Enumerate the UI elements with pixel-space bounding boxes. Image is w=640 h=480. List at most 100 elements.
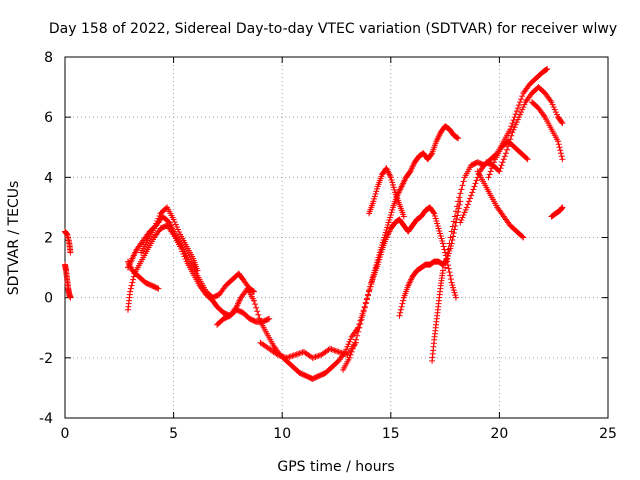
data-point — [379, 242, 386, 249]
data-point — [444, 253, 451, 260]
data-point — [151, 225, 158, 232]
data-point — [449, 223, 456, 230]
data-point — [311, 354, 318, 361]
data-point — [457, 190, 464, 197]
data-point — [558, 119, 565, 126]
y-tick-label: 6 — [44, 110, 53, 126]
data-point — [520, 104, 527, 111]
data-point — [296, 350, 303, 357]
data-point — [556, 144, 563, 151]
data-point — [355, 324, 362, 331]
data-point — [329, 346, 336, 353]
data-point — [464, 201, 471, 208]
data-point — [432, 215, 439, 222]
data-point — [468, 192, 475, 199]
data-point — [389, 179, 396, 186]
data-point — [451, 213, 458, 220]
y-tick-label: 0 — [44, 291, 53, 307]
data-point — [387, 174, 394, 181]
series-early-upper — [62, 228, 74, 256]
data-point — [363, 295, 370, 302]
data-point — [280, 353, 287, 360]
data-point — [448, 279, 455, 286]
data-point — [374, 259, 381, 266]
data-point — [389, 206, 396, 213]
data-point — [178, 246, 185, 253]
data-point — [431, 210, 438, 217]
data-point — [399, 300, 406, 307]
series-arc-4 — [124, 258, 162, 292]
x-tick-label: 5 — [169, 426, 178, 442]
data-point — [505, 143, 512, 150]
data-point — [376, 249, 383, 256]
data-point — [515, 114, 522, 121]
data-point — [376, 252, 383, 259]
data-point — [391, 186, 398, 193]
data-point — [514, 105, 521, 112]
data-point — [473, 177, 480, 184]
data-point — [387, 211, 394, 218]
data-point — [372, 190, 379, 197]
data-point — [266, 315, 273, 322]
data-point — [428, 151, 435, 158]
data-point — [512, 111, 519, 118]
data-point — [549, 101, 556, 108]
data-point — [362, 299, 369, 306]
data-point — [486, 171, 493, 178]
data-point — [519, 233, 526, 240]
data-point — [462, 206, 469, 213]
data-point — [390, 184, 397, 191]
data-point — [383, 226, 390, 233]
data-point — [255, 311, 262, 318]
data-point — [400, 297, 407, 304]
data-point — [361, 303, 368, 310]
data-point — [360, 307, 367, 314]
data-point — [461, 209, 468, 216]
data-point — [513, 119, 520, 126]
data-point — [400, 213, 407, 220]
data-point — [397, 309, 404, 316]
data-point — [292, 351, 299, 358]
data-point — [501, 153, 508, 160]
series-arc-2 — [124, 222, 273, 325]
data-point — [555, 138, 562, 145]
data-point — [507, 126, 514, 133]
data-point — [153, 220, 160, 227]
data-point — [377, 247, 384, 254]
data-point — [514, 116, 521, 123]
y-tick-label: 8 — [44, 50, 53, 66]
data-point — [299, 349, 306, 356]
data-point — [454, 212, 461, 219]
data-point — [457, 219, 464, 226]
data-point — [497, 165, 504, 172]
data-point — [551, 106, 558, 113]
data-point — [309, 354, 316, 361]
data-point — [446, 240, 453, 247]
data-point — [435, 225, 442, 232]
data-point — [250, 288, 257, 295]
data-point — [312, 353, 319, 360]
data-point — [544, 66, 551, 73]
data-point — [442, 249, 449, 256]
data-point — [504, 146, 511, 153]
data-point — [371, 195, 378, 202]
data-point — [174, 226, 181, 233]
data-point — [463, 204, 470, 211]
data-point — [438, 235, 445, 242]
data-point — [437, 230, 444, 237]
data-point — [524, 156, 531, 163]
data-point — [389, 181, 396, 188]
data-point — [370, 198, 377, 205]
data-point — [488, 165, 495, 172]
data-point — [328, 346, 335, 353]
data-point — [375, 254, 382, 261]
data-point — [347, 336, 354, 343]
data-point — [447, 234, 454, 241]
data-point — [338, 349, 345, 356]
data-point — [351, 339, 358, 346]
y-tick-label: 2 — [44, 231, 53, 247]
data-point — [348, 348, 355, 355]
data-point — [472, 180, 479, 187]
data-point — [354, 332, 361, 339]
data-point — [374, 257, 381, 264]
